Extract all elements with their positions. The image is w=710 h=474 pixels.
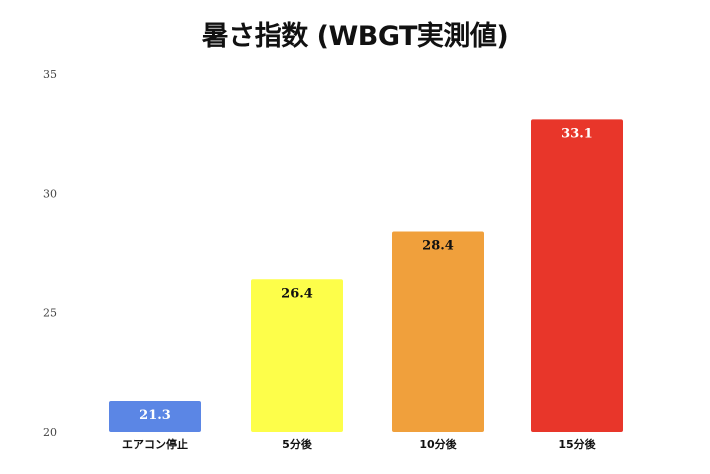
bar-1 [109, 400, 201, 432]
x-tick-label: エアコン停止 [122, 437, 188, 451]
chart-title: 暑さ指数 (WBGT実測値) [201, 21, 509, 52]
y-tick-label: 20 [43, 426, 57, 439]
y-tick-label: 30 [43, 187, 57, 200]
bar-3 [392, 231, 484, 432]
y-tick-label: 25 [43, 307, 57, 320]
data-label: 33.1 [561, 126, 593, 141]
x-tick-label: 10分後 [419, 437, 457, 451]
x-tick-label: 15分後 [558, 437, 596, 451]
x-tick-label: 5分後 [282, 437, 313, 451]
bar-2 [251, 279, 343, 432]
data-label: 28.4 [422, 239, 454, 254]
data-label: 21.3 [139, 408, 171, 423]
data-label: 26.4 [281, 286, 313, 301]
y-tick-label: 35 [43, 68, 57, 81]
bar-4 [531, 119, 623, 432]
